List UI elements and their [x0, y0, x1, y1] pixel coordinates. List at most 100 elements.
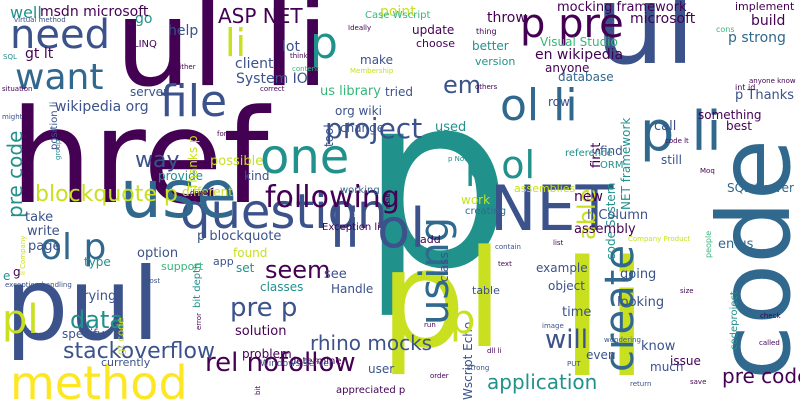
word: know — [641, 339, 676, 354]
word: example — [536, 261, 588, 275]
word: ul li — [115, 0, 330, 114]
word: p li — [640, 100, 722, 163]
word: row — [548, 95, 570, 109]
word: c — [383, 192, 391, 207]
word: appreciated p — [336, 385, 406, 396]
word: people — [704, 230, 713, 258]
word: problem — [242, 347, 292, 361]
word: group — [54, 139, 62, 160]
word: need — [10, 12, 110, 58]
word: will — [545, 325, 588, 355]
word: wondering — [604, 336, 641, 344]
word: type — [84, 255, 111, 269]
word: page — [28, 239, 61, 254]
word: ORM — [600, 160, 624, 171]
word: Ideally — [348, 24, 372, 32]
word: update — [412, 23, 455, 37]
word: assemblies — [514, 182, 576, 195]
word: Handle — [331, 282, 374, 296]
word: implement — [735, 0, 795, 13]
word: project — [325, 112, 423, 145]
word: user — [368, 362, 395, 376]
word: org wiki — [335, 104, 382, 118]
word: codeproject — [729, 291, 740, 350]
word: code lt — [665, 137, 689, 145]
word: gt lt — [25, 46, 54, 62]
word: currently — [101, 356, 151, 369]
word: version — [475, 55, 516, 68]
word: wikipedia org — [55, 99, 149, 115]
word: used — [435, 120, 467, 135]
word: anyone know — [749, 77, 796, 85]
word: might — [2, 113, 23, 121]
word: solution — [235, 324, 287, 339]
word: stackoverflow — [63, 339, 215, 364]
word: data — [70, 306, 125, 334]
word: object — [548, 279, 585, 293]
word: thing — [476, 27, 497, 36]
word: int id — [735, 83, 756, 92]
word: creating — [465, 206, 507, 217]
word: make — [360, 53, 393, 67]
word: either — [175, 63, 196, 71]
word: looking — [617, 295, 665, 310]
word: ol li — [500, 80, 578, 131]
word: best — [726, 119, 752, 133]
word: new — [574, 189, 603, 205]
word: list — [553, 239, 564, 247]
word: possible — [210, 154, 264, 169]
word: kind — [244, 169, 270, 183]
word: even — [586, 348, 616, 362]
word: Membership — [350, 67, 394, 75]
word: done — [190, 189, 208, 197]
word: order — [430, 372, 449, 380]
word: tool — [322, 124, 336, 147]
word: point — [380, 4, 416, 20]
word: p — [310, 18, 338, 69]
word: System IO — [236, 71, 308, 87]
word: pre code — [722, 364, 800, 388]
word: class — [437, 252, 451, 282]
word: p strong — [728, 30, 786, 46]
word: format — [217, 130, 241, 138]
word: app — [213, 255, 234, 268]
word: LINQ — [133, 39, 157, 50]
word: found — [233, 246, 268, 260]
word: rhino mocks — [310, 331, 433, 355]
word: mocking framework — [557, 0, 687, 15]
word: em — [443, 71, 482, 99]
word: en us — [718, 237, 754, 252]
word: correct — [260, 85, 285, 93]
word: li — [560, 226, 649, 400]
word: us library — [320, 84, 381, 99]
word: bit — [254, 385, 262, 395]
word: p Thanks — [735, 88, 795, 103]
word: determine — [290, 356, 342, 367]
word: Thanks p — [186, 135, 200, 190]
word: PUT — [567, 360, 581, 368]
word: choose — [416, 37, 455, 50]
word: NET — [490, 172, 614, 245]
word: ol p — [40, 227, 107, 268]
word: contain — [495, 243, 521, 251]
word: post — [145, 277, 161, 285]
word: lot — [282, 39, 300, 55]
word: code — [696, 138, 800, 380]
word: way — [135, 148, 180, 173]
word: anyone — [545, 61, 590, 75]
word: call — [654, 119, 677, 134]
word: pre code — [3, 130, 27, 218]
word: run — [424, 321, 436, 329]
word: text — [498, 260, 512, 268]
word: find — [600, 144, 623, 158]
word: specify — [62, 327, 105, 341]
word: table — [472, 284, 500, 297]
word: pl — [450, 297, 487, 343]
word: take — [25, 210, 54, 225]
word: pl — [380, 221, 504, 378]
word: two — [438, 135, 460, 149]
word: option — [137, 246, 179, 261]
word: p — [360, 42, 513, 322]
word: p Now — [448, 155, 470, 163]
word: ul — [595, 0, 696, 89]
